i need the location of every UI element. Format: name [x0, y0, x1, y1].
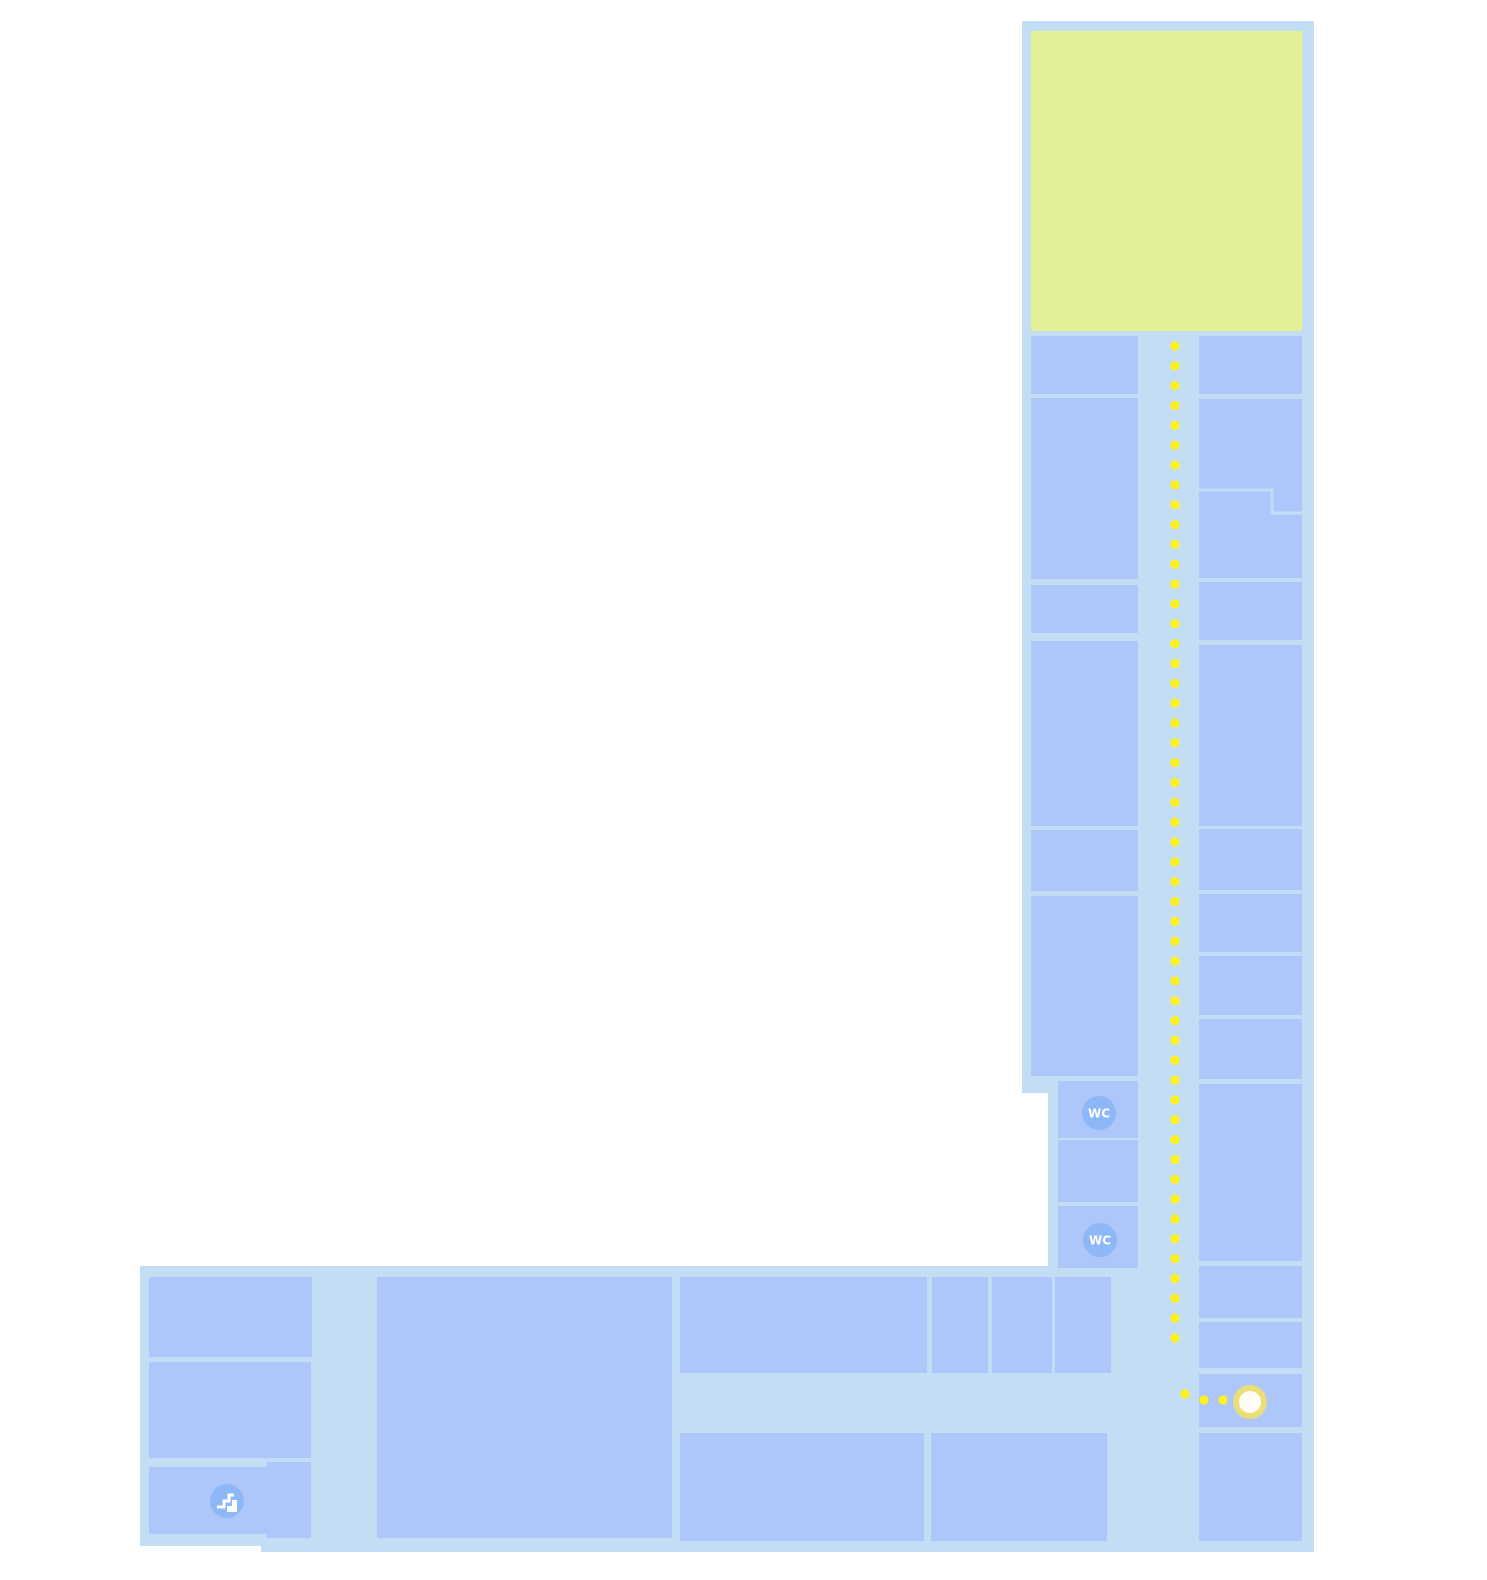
room[interactable] [1055, 1277, 1111, 1373]
route-dot [1170, 1115, 1180, 1125]
room[interactable] [1031, 641, 1138, 826]
route-dot [1170, 1194, 1180, 1204]
room[interactable] [931, 1433, 1107, 1541]
route-dot [1170, 1234, 1180, 1244]
restroom-label: WC [1089, 1234, 1111, 1248]
room[interactable] [149, 1362, 311, 1458]
room[interactable] [149, 1277, 312, 1357]
route-dot [1170, 1015, 1180, 1026]
room[interactable] [1199, 829, 1302, 890]
route-dot [1170, 460, 1180, 470]
location-marker-icon[interactable] [1233, 1385, 1267, 1419]
room[interactable] [1199, 645, 1302, 826]
route-dot [1170, 440, 1180, 450]
route-dot [1170, 400, 1180, 411]
room[interactable] [680, 1433, 924, 1541]
route-dot [1180, 1389, 1190, 1399]
route-dot [1170, 519, 1180, 530]
route-dot [1170, 857, 1180, 867]
route-dot [1170, 381, 1180, 391]
route-path [1170, 341, 1228, 1405]
south-wing-rooms [149, 1277, 1111, 1541]
room[interactable] [932, 1277, 988, 1373]
route-dot [1170, 738, 1180, 748]
route-dot [1170, 837, 1180, 847]
route-dot [1170, 1095, 1180, 1105]
route-dot [1170, 916, 1180, 926]
east-wing-left-rooms [1031, 336, 1138, 1268]
route-dot [1170, 361, 1180, 371]
room[interactable] [1199, 894, 1302, 952]
route-dot [1218, 1395, 1228, 1405]
route-dot [1170, 817, 1180, 827]
room[interactable] [1031, 398, 1138, 579]
route-dot [1170, 500, 1180, 510]
east-wing-right-rooms [1199, 336, 1302, 1541]
route-dot [1170, 976, 1180, 986]
route-dot [1170, 539, 1180, 550]
route-dot [1170, 1273, 1180, 1284]
room[interactable] [1199, 1322, 1302, 1368]
route-dot [1170, 1313, 1180, 1323]
route-dot [1170, 936, 1180, 946]
route-dot [1170, 559, 1180, 569]
route-dot [1170, 698, 1180, 708]
room[interactable] [1199, 956, 1302, 1015]
route-dot [1170, 877, 1180, 887]
route-dot [1170, 619, 1180, 629]
route-dot [1170, 996, 1180, 1006]
room[interactable] [1199, 1019, 1302, 1079]
route-dot [1170, 797, 1180, 807]
room[interactable] [1031, 830, 1138, 891]
route-dot [1170, 1254, 1180, 1264]
room[interactable] [1031, 896, 1138, 1076]
room[interactable] [992, 1277, 1052, 1373]
room[interactable] [377, 1277, 672, 1538]
route-dot [1170, 896, 1180, 907]
route-dot [1170, 1035, 1180, 1045]
destination-area[interactable] [1031, 31, 1302, 331]
route-dot [1170, 420, 1180, 430]
room[interactable] [1058, 1140, 1138, 1202]
route-dot [1170, 1293, 1180, 1303]
route-dot [1170, 1075, 1180, 1085]
route-dot [1170, 1055, 1180, 1065]
room[interactable] [1199, 336, 1302, 394]
route-dot [1170, 1174, 1180, 1184]
route-dot [1170, 599, 1180, 609]
restroom-icon[interactable]: WC [1082, 1096, 1116, 1130]
route-dot [1170, 480, 1180, 490]
room-divider [1199, 488, 1302, 515]
route-dot [1170, 956, 1180, 966]
route-dot [1170, 1154, 1180, 1165]
room[interactable] [1031, 585, 1138, 633]
route-dot [1170, 678, 1180, 688]
route-dot [1170, 658, 1180, 669]
room[interactable] [1199, 1433, 1302, 1541]
room[interactable] [1199, 582, 1302, 640]
route-dot [1170, 758, 1180, 768]
route-dot [1170, 1333, 1180, 1343]
route-dot [1170, 777, 1180, 788]
route-dot [1170, 579, 1180, 589]
restroom-icon[interactable]: WC [1083, 1223, 1117, 1257]
route-dot [1170, 341, 1180, 351]
route-dot [1199, 1395, 1209, 1405]
restroom-label: WC [1088, 1107, 1110, 1121]
room[interactable] [680, 1277, 927, 1373]
stairs-icon[interactable] [210, 1484, 244, 1518]
route-dot [1170, 1135, 1180, 1145]
route-dot [1170, 1214, 1180, 1224]
route-dot [1170, 639, 1180, 649]
room[interactable] [1199, 1266, 1302, 1318]
route-dot [1170, 718, 1180, 728]
room[interactable] [1199, 1084, 1302, 1261]
room[interactable] [1031, 336, 1138, 394]
